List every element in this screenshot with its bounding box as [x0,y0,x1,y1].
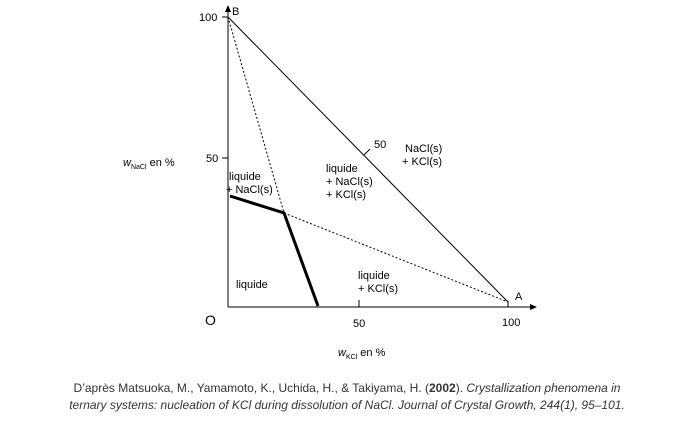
hypotenuse-tick-label: 50 [374,139,386,151]
vertex-a-label: A [515,291,523,303]
region-liquide-nacl-kcl-line2: + NaCl(s) [326,176,373,188]
origin-label: O [205,312,216,328]
x-axis-label-main: w [338,347,347,359]
solubility-curve [229,194,320,307]
ternary-phase-diagram: B A O 100 50 50 100 50 wNaCl en % wKCl e… [123,5,537,361]
region-liquide-nacl-kcl-line3: + KCl(s) [326,189,366,201]
x-tick-label-50: 50 [353,318,365,330]
region-liquide-kcl-line1: liquide [358,270,390,282]
region-liquide-nacl-line2: + NaCl(s) [226,184,273,196]
y-axis-label-main: w [123,157,132,169]
y-axis-label: wNaCl en % [123,157,175,171]
x-tick-label-100: 100 [502,317,520,329]
region-liquide-kcl-line2: + KCl(s) [358,283,398,295]
caption-prefix: D’après Matsuoka, M., Yamamoto, K., Uchi… [73,381,429,395]
region-solids-line1: NaCl(s) [405,143,442,155]
tie-line-b-eutonic [227,16,285,214]
x-axis-label-sub: KCl [346,354,358,361]
caption-mid: ). [455,381,467,395]
region-solids-line2: + KCl(s) [402,156,442,168]
caption-title-part: Crystallization phenomena in [466,381,621,395]
caption-line-1: D’après Matsuoka, M., Yamamoto, K., Uchi… [0,380,694,397]
region-liquide-nacl-line1: liquide [229,171,261,183]
x-axis-label-unit: en % [357,347,385,359]
caption-line-2: ternary systems: nucleation of KCl durin… [69,398,625,412]
hypotenuse-tick [363,148,371,156]
y-axis-label-sub: NaCl [131,164,147,171]
region-liquide: liquide [236,279,268,291]
hypotenuse-line [227,16,509,303]
vertex-b-label: B [232,6,239,18]
caption-year: 2002 [429,381,456,395]
region-liquide-nacl-kcl-line1: liquide [326,163,358,175]
y-tick-label-100: 100 [199,12,217,24]
x-axis-label: wKCl en % [338,347,386,361]
tie-line-eutonic-a [283,212,509,303]
y-axis-label-unit: en % [147,157,175,169]
y-tick-label-50: 50 [206,153,218,165]
